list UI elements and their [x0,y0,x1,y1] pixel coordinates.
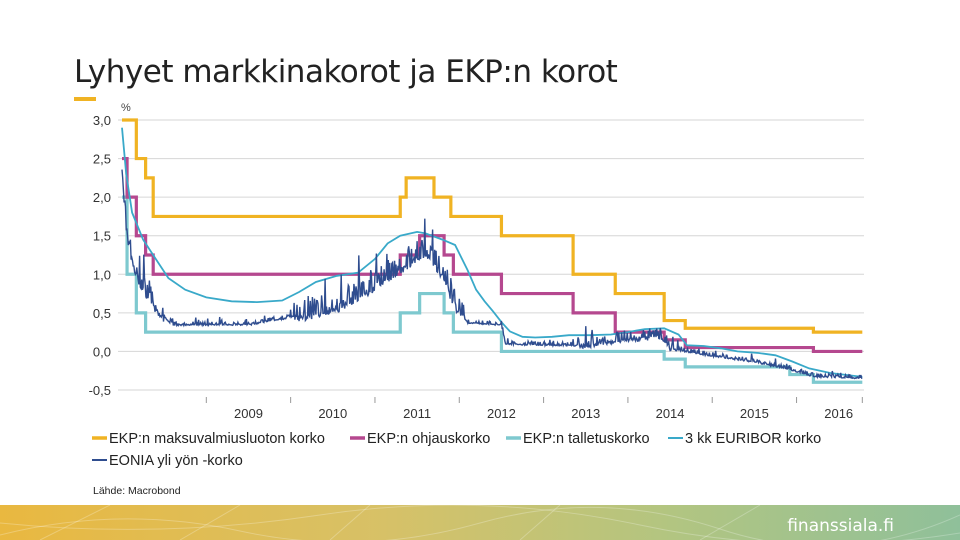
brand-label: finanssiala.fi [787,516,894,536]
series-line-euribor-3m [121,127,863,378]
y-tick-label: 2,0 [93,190,111,205]
source-label: Lähde: Macrobond [93,485,181,497]
legend-label: EKP:n maksuvalmiusluoton korko [109,431,325,447]
x-tick-label: 2011 [403,406,431,421]
legend-label: EKP:n ohjauskorko [367,431,490,447]
y-axis-unit-label: % [121,102,131,114]
y-tick-label: 1,0 [93,267,111,282]
y-tick-label: 3,0 [93,113,111,128]
y-tick-label: 2,5 [93,152,111,167]
series-line-eonia [121,169,863,380]
page-title: Lyhyet markkinakorot ja EKP:n korot [74,54,618,90]
x-tick-label: 2009 [234,406,263,421]
y-tick-label: 1,5 [93,229,111,244]
x-tick-label: 2012 [487,406,516,421]
legend-label: 3 kk EURIBOR korko [685,431,821,447]
x-tick-label: 2016 [824,406,853,421]
series-line-refi-rate [122,156,863,354]
series-line-lending-rate [122,118,863,334]
x-tick-label: 2014 [656,406,685,421]
series-line-deposit-rate [122,195,863,384]
y-tick-label: -0,5 [89,383,111,398]
y-tick-label: 0,5 [93,306,111,321]
x-tick-label: 2015 [740,406,769,421]
x-tick-label: 2010 [318,406,347,421]
legend-label: EONIA yli yön -korko [109,453,243,469]
footer-band [0,505,960,540]
y-tick-label: 0,0 [93,344,111,359]
legend-label: EKP:n talletuskorko [523,431,650,447]
title-accent-bar [74,97,96,101]
x-tick-label: 2013 [571,406,600,421]
